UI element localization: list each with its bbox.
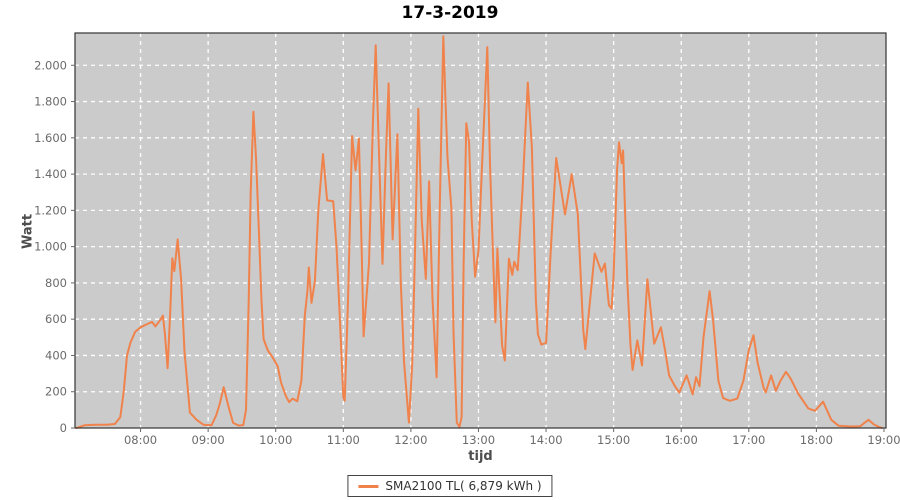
chart-title: 17-3-2019 <box>401 3 499 23</box>
series-line-sma2100 <box>75 35 883 429</box>
y-tick-label: 2.000 <box>34 58 67 72</box>
y-tick-label: 600 <box>45 312 67 326</box>
y-tick-label: 1.200 <box>34 203 67 217</box>
x-tick-label: 11:00 <box>327 433 360 447</box>
x-tick-label: 08:00 <box>124 433 157 447</box>
legend-series-label: SMA2100 TL( 6,879 kWh ) <box>385 479 542 493</box>
y-tick-label: 400 <box>45 348 67 362</box>
x-tick-label: 12:00 <box>394 433 427 447</box>
x-tick-label: 10:00 <box>259 433 292 447</box>
y-tick-label: 0 <box>60 421 67 435</box>
plot-border <box>74 32 887 429</box>
y-tick-label: 800 <box>45 276 67 290</box>
x-tick-label: 16:00 <box>665 433 698 447</box>
y-tick-label: 1.600 <box>34 131 67 145</box>
plot-background <box>75 33 886 428</box>
x-tick-label: 19:00 <box>867 433 900 447</box>
y-tick-label: 1.400 <box>34 167 67 181</box>
y-tick-label: 1.000 <box>34 240 67 254</box>
x-tick-label: 13:00 <box>462 433 495 447</box>
legend: SMA2100 TL( 6,879 kWh ) <box>347 475 553 497</box>
x-tick-label: 09:00 <box>192 433 225 447</box>
x-tick-label: 15:00 <box>597 433 630 447</box>
x-tick-label: 17:00 <box>732 433 765 447</box>
y-tick-label: 200 <box>45 385 67 399</box>
x-axis-title: tijd <box>468 449 493 464</box>
x-tick-label: 18:00 <box>800 433 833 447</box>
x-tick-label: 14:00 <box>529 433 562 447</box>
legend-line-swatch <box>358 484 379 488</box>
y-tick-label: 1.800 <box>34 95 67 109</box>
